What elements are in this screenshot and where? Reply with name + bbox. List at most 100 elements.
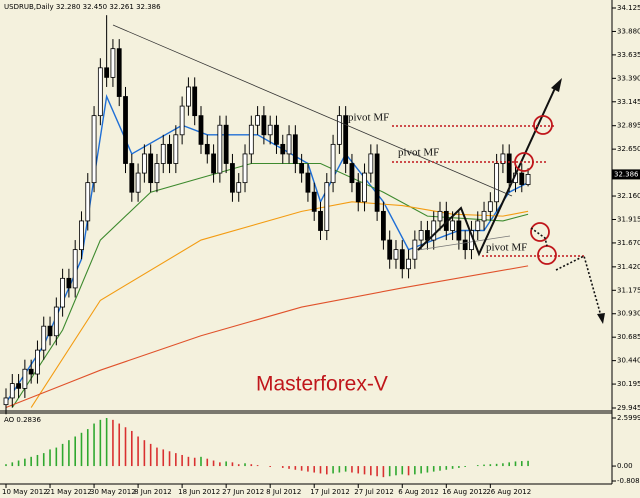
candle-body (267, 124, 273, 136)
candle-body (494, 163, 500, 203)
candle-body (154, 163, 160, 184)
candle-body (148, 153, 154, 184)
arrow-head (551, 78, 562, 92)
candle-body (456, 220, 462, 241)
x-tick-label: 27 Jun 2012 (222, 488, 264, 496)
y-tick-label: 33.880 (617, 27, 640, 35)
price-panel (3, 15, 531, 415)
candle-body (261, 115, 267, 136)
x-tick-label: 27 Jul 2012 (354, 488, 394, 496)
x-tick-label: 16 Aug 2012 (442, 488, 487, 496)
candle-body (66, 277, 72, 289)
candle-body (305, 172, 311, 193)
candle-body (399, 249, 405, 270)
x-tick-label: 6 Aug 2012 (398, 488, 438, 496)
x-tick-label: 21 May 2012 (46, 488, 92, 496)
candle-body (160, 143, 166, 164)
candle-body (343, 115, 349, 164)
y-tick-label: 30.930 (617, 310, 640, 318)
annotation: pivot MF (398, 147, 439, 159)
y-tick-label: 30.195 (617, 380, 640, 388)
candle-body (330, 143, 336, 184)
candle-body (110, 48, 116, 78)
candle-body (104, 67, 110, 78)
x-tick-label: 10 May 2012 (2, 488, 48, 496)
y-tick-label: 30.440 (617, 357, 640, 365)
y-tick-label: -0.808 (617, 477, 640, 485)
candle-body (380, 210, 386, 241)
dotted-arrow (530, 227, 548, 247)
candle-body (431, 220, 437, 241)
candle-body (280, 143, 286, 155)
candle-body (242, 153, 248, 184)
candle-body (437, 210, 443, 222)
y-tick-label: 0.00 (617, 462, 633, 470)
y-tick-label: 33.390 (617, 74, 640, 82)
x-tick-label: 18 Jun 2012 (178, 488, 220, 496)
x-tick-label: 17 Jul 2012 (310, 488, 350, 496)
y-tick-label: 31.420 (617, 263, 640, 271)
candle-body (406, 258, 411, 270)
candle-body (91, 115, 97, 184)
candle-body (198, 115, 204, 145)
candle-body (179, 105, 185, 136)
candle-body (412, 239, 418, 260)
candle-body (487, 201, 493, 212)
candle-body (186, 86, 191, 107)
annotation: pivot MF (348, 112, 389, 124)
wave-line (417, 85, 557, 257)
y-tick-label: 31.915 (617, 215, 640, 223)
x-tick-label: 8 Jun 2012 (134, 488, 172, 496)
candle-body (167, 143, 172, 164)
candle-body (481, 210, 487, 222)
watermark: Masterforex-V (256, 373, 388, 396)
candle-body (22, 368, 28, 389)
candle-body (9, 383, 15, 399)
candle-body (355, 182, 361, 203)
candle-body (236, 182, 242, 193)
y-tick-label: 33.635 (617, 51, 640, 59)
y-tick-label: 31.175 (617, 286, 640, 294)
candle-body (223, 124, 229, 164)
candle-body (318, 210, 323, 231)
indicator-title: AO 0.2836 (4, 416, 41, 424)
candle-body (362, 172, 367, 203)
candle-body (204, 143, 210, 155)
candle-body (116, 48, 122, 97)
analysis-drawings (112, 24, 605, 324)
x-tick-label: 26 Aug 2012 (486, 488, 531, 496)
candle-body (336, 115, 342, 145)
candle-body (324, 182, 330, 231)
y-tick-label: 33.145 (617, 98, 640, 106)
candle-body (3, 397, 9, 406)
candle-body (292, 134, 298, 164)
dotted-arrow (555, 254, 602, 317)
candle-body (450, 220, 455, 231)
candle-body (79, 220, 84, 251)
candle-body (230, 163, 235, 193)
candle-body (393, 249, 399, 260)
candle-body (286, 134, 292, 155)
current-price-label: 32.386 (614, 170, 639, 178)
candle-body (72, 249, 78, 289)
candle-body (387, 239, 393, 260)
y-tick-label: 32.650 (617, 145, 640, 153)
candle-body (141, 153, 147, 174)
candle-body (53, 306, 59, 337)
y-tick-label: 31.670 (617, 239, 640, 247)
moving-average (5, 265, 529, 409)
y-tick-label: 2.5999 (617, 414, 640, 422)
candle-body (462, 239, 468, 251)
trend-line (417, 235, 511, 251)
y-tick-label: 32.160 (617, 192, 640, 200)
candle-body (211, 153, 216, 174)
candle-body (506, 153, 512, 184)
candle-body (35, 349, 40, 375)
highlight-circle (530, 222, 550, 242)
arrow-head (597, 313, 605, 324)
candle-body (173, 134, 179, 164)
trend-line (112, 24, 513, 197)
chart-title: USDRUB,Daily 32.280 32.450 32.261 32.386 (4, 3, 161, 11)
candle-body (299, 163, 305, 174)
